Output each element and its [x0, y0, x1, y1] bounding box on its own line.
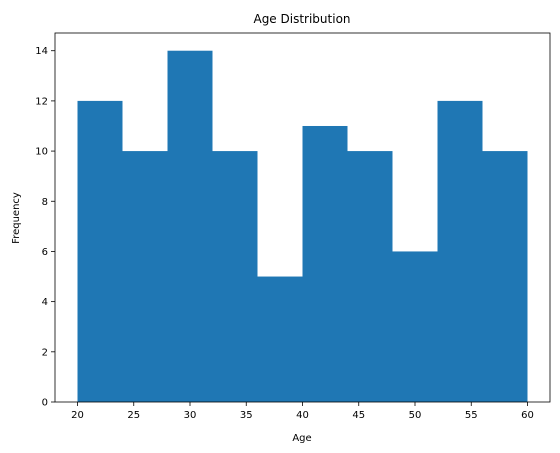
x-tick-label: 35 [240, 410, 253, 421]
histogram-bar [167, 50, 213, 402]
histogram-bar [122, 151, 168, 402]
histogram-bar [212, 151, 258, 402]
histogram-bar [437, 100, 483, 403]
y-axis: 0 2 4 6 8 10 12 14 [35, 46, 55, 409]
y-tick-label: 0 [42, 398, 48, 409]
chart-title: Age Distribution [253, 12, 350, 26]
x-axis-title: Age [292, 433, 311, 444]
x-tick-label: 20 [71, 410, 84, 421]
y-tick-label: 10 [35, 147, 48, 158]
histogram-bar [302, 125, 348, 402]
histogram-bar [77, 100, 123, 403]
y-tick-label: 4 [42, 297, 48, 308]
x-tick-label: 40 [296, 410, 309, 421]
x-tick-label: 25 [127, 410, 140, 421]
histogram-bar [392, 251, 438, 402]
bars-group [77, 50, 528, 403]
x-tick-label: 55 [465, 410, 478, 421]
x-tick-label: 50 [409, 410, 422, 421]
y-tick-label: 6 [42, 247, 48, 258]
x-tick-label: 45 [352, 410, 365, 421]
x-tick-label: 30 [184, 410, 197, 421]
histogram-bar [257, 276, 303, 402]
y-tick-label: 14 [35, 46, 48, 57]
y-tick-label: 2 [42, 347, 48, 358]
histogram-bar [347, 151, 393, 402]
histogram-bar [482, 151, 528, 402]
y-axis-title: Frequency [11, 192, 22, 244]
x-axis: 20 25 30 35 40 45 50 55 60 [71, 402, 534, 421]
x-tick-label: 60 [521, 410, 534, 421]
y-tick-label: 8 [42, 197, 48, 208]
y-tick-label: 12 [35, 96, 48, 107]
